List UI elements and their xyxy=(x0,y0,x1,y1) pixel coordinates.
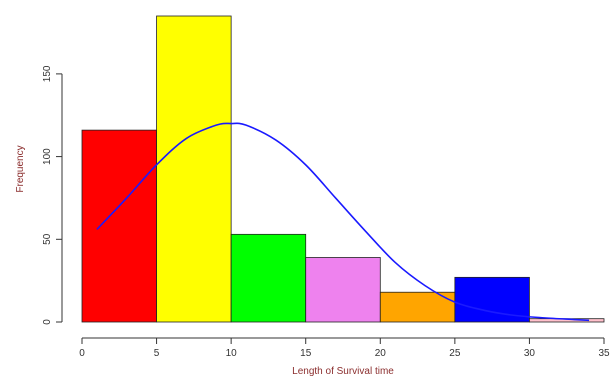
histogram-bar-10-15 xyxy=(230,233,307,323)
y-tick-label: 100 xyxy=(42,148,53,165)
histogram-bar-20-25 xyxy=(379,291,456,323)
y-axis: 0 50 100 150 xyxy=(42,65,63,325)
y-tick-label: 150 xyxy=(42,65,53,82)
histogram-bar-0-5 xyxy=(81,129,157,323)
density-curve xyxy=(96,122,590,322)
x-tick-label: 5 xyxy=(154,348,160,359)
x-axis: 0 5 10 15 20 25 30 35 xyxy=(79,337,610,359)
x-tick-label: 35 xyxy=(598,348,610,359)
x-tick-label: 15 xyxy=(300,348,312,359)
y-tick-label: 0 xyxy=(42,319,53,325)
histogram-bar-5-10 xyxy=(156,15,232,323)
histogram-bars xyxy=(81,15,605,323)
x-tick-label: 30 xyxy=(524,348,536,359)
histogram-bar-25-30 xyxy=(454,276,530,323)
histogram-bar-15-20 xyxy=(305,257,381,323)
x-axis-label: Length of Survival time xyxy=(292,366,394,377)
x-tick-label: 25 xyxy=(449,348,461,359)
y-tick-label: 50 xyxy=(42,233,53,245)
x-tick-label: 0 xyxy=(79,348,85,359)
x-tick-label: 20 xyxy=(375,348,387,359)
y-axis-label: Frequency xyxy=(15,145,26,192)
x-tick-label: 10 xyxy=(226,348,238,359)
